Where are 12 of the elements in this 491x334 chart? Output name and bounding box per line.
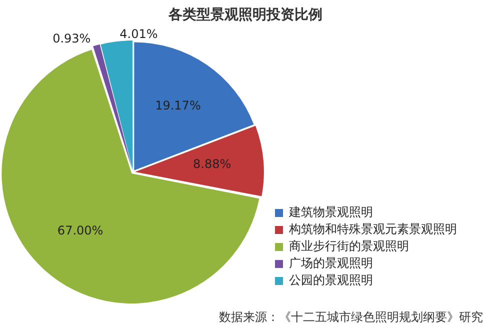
legend-label: 商业步行街的景观照明 [289, 238, 409, 255]
data-label: 0.93% [52, 32, 91, 46]
source-note: 数据来源：《十二五城市绿色照明规划纲要》研究 [219, 309, 483, 326]
legend-label: 广场的景观照明 [289, 255, 373, 272]
data-label: 67.00% [57, 223, 104, 238]
legend-label: 公园的景观照明 [289, 272, 373, 289]
legend-label: 构筑物和特殊景观元素景观照明 [289, 221, 457, 238]
legend-label: 建筑物景观照明 [289, 204, 373, 221]
data-label: 19.17% [155, 98, 201, 113]
chart-title: 各类型景观照明投资比例 [167, 6, 324, 24]
data-label: 8.88% [192, 157, 232, 172]
data-label: 4.01% [120, 27, 158, 42]
